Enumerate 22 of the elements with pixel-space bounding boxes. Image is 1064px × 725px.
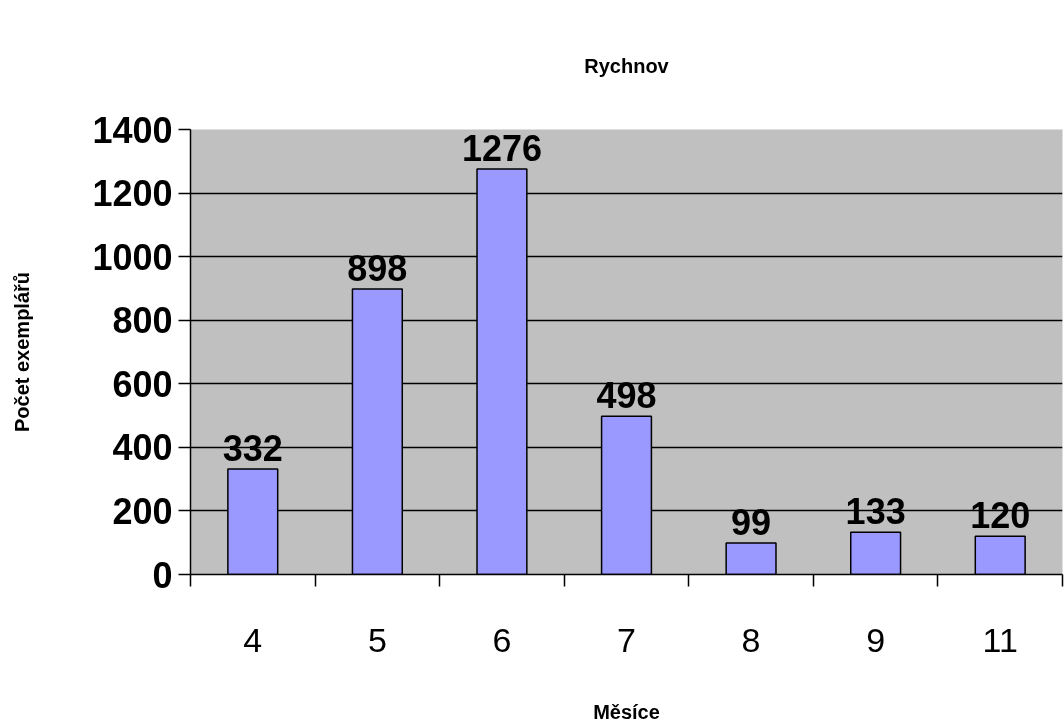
data-label: 1276 bbox=[461, 127, 542, 169]
y-tick-label: 1200 bbox=[92, 173, 173, 215]
x-axis-title: Měsíce bbox=[593, 700, 660, 723]
x-tick-label: 5 bbox=[367, 620, 387, 659]
data-label: 498 bbox=[596, 375, 657, 417]
x-tick-label: 7 bbox=[617, 620, 636, 659]
y-axis-title: Počet exemplářů bbox=[11, 271, 34, 433]
y-tick-label: 800 bbox=[112, 300, 173, 342]
x-tick-label: 4 bbox=[243, 620, 263, 659]
chart-title: Rychnov bbox=[584, 55, 670, 77]
x-tick-label: 11 bbox=[982, 620, 1018, 659]
y-tick-label: 0 bbox=[152, 554, 173, 596]
y-tick-label: 400 bbox=[112, 427, 173, 469]
y-tick-label: 1000 bbox=[92, 236, 173, 278]
y-tick-label: 600 bbox=[112, 363, 173, 405]
data-label: 898 bbox=[347, 248, 408, 290]
x-tick-label: 8 bbox=[741, 620, 761, 659]
y-tick-label: 200 bbox=[112, 490, 173, 532]
x-tick-label: 6 bbox=[492, 620, 512, 659]
x-tick-label: 9 bbox=[866, 620, 886, 659]
y-tick-label: 1400 bbox=[92, 109, 173, 151]
data-label: 99 bbox=[731, 502, 772, 544]
